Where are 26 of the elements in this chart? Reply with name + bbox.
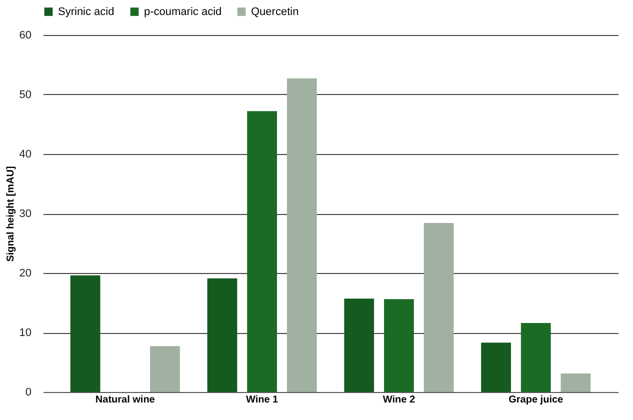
bar [247,111,277,392]
bar [286,78,317,392]
bar [481,342,511,392]
bar [207,278,238,392]
x-tick-label: Wine 1 [246,394,279,406]
x-tick-label: Wine 2 [382,394,416,406]
bar [520,322,551,392]
y-tick-label: 20 [19,268,32,280]
x-tick-label: Grape juice [508,394,564,406]
y-tick-label: 40 [19,148,32,160]
bar [150,346,180,392]
legend-label: Syrinic acid [58,6,114,18]
x-tick-label: Natural wine [95,394,156,406]
legend-label: p-coumaric acid [144,6,222,18]
y-tick-label: 50 [19,89,32,101]
y-axis-title: Signal height [mAU] [5,166,16,262]
y-tick-label: 10 [19,327,32,339]
bar [70,275,100,392]
bar [384,299,414,392]
bar [560,374,591,392]
bar [424,223,454,392]
y-tick-label: 60 [19,30,32,42]
legend-label: Quercetin [251,6,299,18]
y-tick-label: 30 [19,208,32,220]
y-tick-label: 0 [25,386,32,398]
bar [344,298,374,392]
